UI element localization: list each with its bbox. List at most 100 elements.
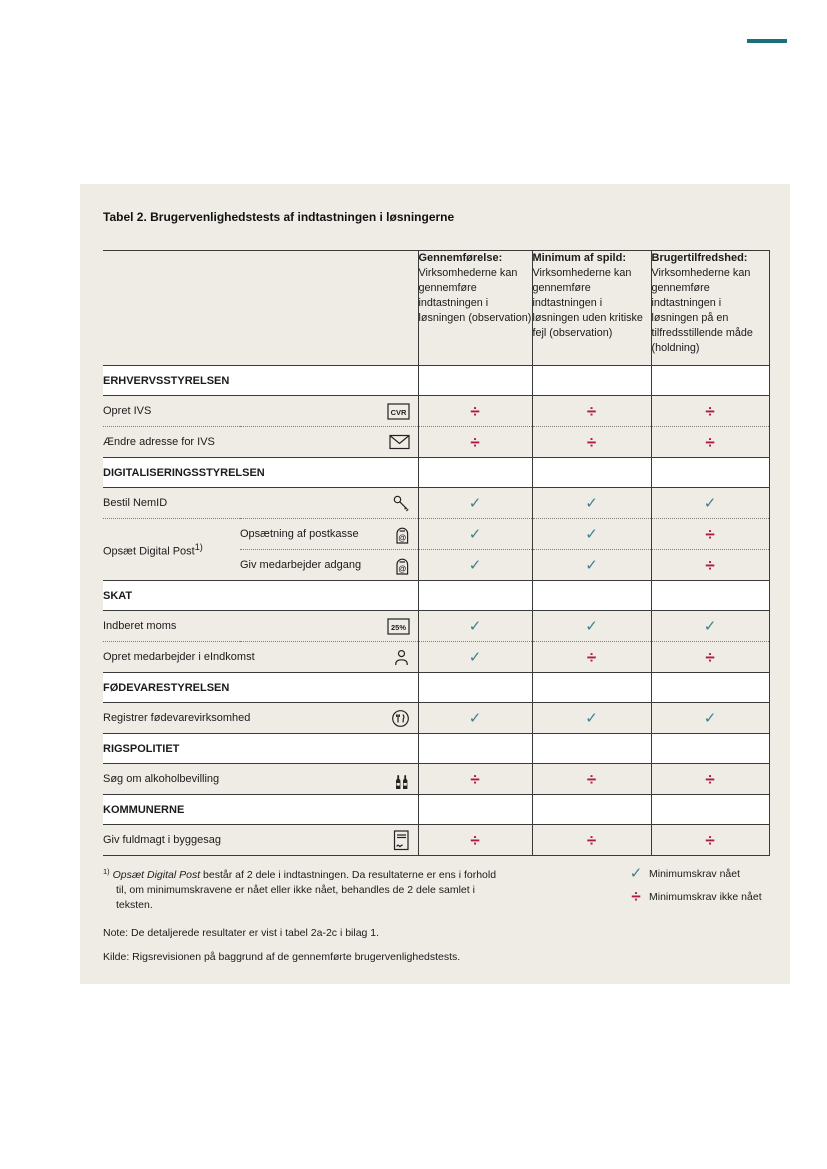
section-header: KOMMUNERNE xyxy=(103,794,418,825)
check-icon: ✓ xyxy=(468,525,482,543)
check-icon: ✓ xyxy=(468,556,482,574)
result-not-met: ÷ xyxy=(417,824,532,856)
division-icon: ÷ xyxy=(470,830,480,850)
table-source: Kilde: Rigsrevisionen på baggrund af de … xyxy=(103,951,461,963)
division-icon: ÷ xyxy=(705,769,715,789)
section-row: DIGITALISERINGSSTYRELSEN xyxy=(103,457,770,488)
check-icon: ✓ xyxy=(585,525,598,543)
legend: ✓ Minimumskrav nået ÷ Minimumskrav ikke … xyxy=(626,866,762,912)
column-title: Brugertilfredshed: xyxy=(651,252,748,264)
division-icon: ÷ xyxy=(705,401,715,421)
section-header: RIGSPOLITIET xyxy=(103,733,418,764)
section-row: KOMMUNERNE xyxy=(103,794,770,825)
table-row: Bestil NemID ✓ ✓ ✓ xyxy=(103,487,770,519)
check-icon: ✓ xyxy=(468,709,482,727)
result-met: ✓ xyxy=(650,610,770,642)
result-met: ✓ xyxy=(531,702,651,734)
footnote-lead: Opsæt Digital Post xyxy=(112,869,201,881)
check-icon: ✓ xyxy=(585,494,598,512)
result-not-met: ÷ xyxy=(417,763,532,795)
section-header: ERHVERVSSTYRELSEN xyxy=(103,365,418,396)
empty-cell xyxy=(531,733,651,764)
result-not-met: ÷ xyxy=(531,641,651,673)
cvr-icon: CVR xyxy=(386,402,410,420)
result-not-met: ÷ xyxy=(531,763,651,795)
result-met: ✓ xyxy=(650,702,770,734)
result-not-met: ÷ xyxy=(417,426,532,458)
task-cell: Ændre adresse for IVS xyxy=(103,426,418,458)
empty-cell xyxy=(650,365,770,396)
division-icon: ÷ xyxy=(470,401,480,421)
table-row: Søg om alkoholbevilling ÷ ÷ ÷ xyxy=(103,763,770,795)
task-label: Ændre adresse for IVS xyxy=(103,436,215,448)
document-icon xyxy=(393,829,410,851)
division-icon: ÷ xyxy=(631,887,641,906)
check-icon: ✓ xyxy=(585,617,598,635)
task-label: Opret IVS xyxy=(103,405,152,417)
check-icon: ✓ xyxy=(703,494,717,512)
table-row: Opret IVS CVR ÷ ÷ ÷ xyxy=(103,395,770,427)
column-title: Gennemførelse: xyxy=(418,252,503,264)
page-corner-mark xyxy=(747,39,787,43)
empty-cell xyxy=(531,580,651,611)
result-not-met: ÷ xyxy=(650,549,770,581)
subtask-label: Opsætning af postkasse xyxy=(240,528,359,540)
task-cell: Giv fuldmagt i byggesag xyxy=(103,824,418,856)
table-note: Note: De detaljerede resultater er vist … xyxy=(103,927,380,939)
result-not-met: ÷ xyxy=(650,763,770,795)
result-met: ✓ xyxy=(417,518,532,550)
empty-cell xyxy=(650,457,770,488)
task-cell: Opret medarbejder i eIndkomst xyxy=(103,641,418,673)
key-icon xyxy=(392,494,410,512)
result-met: ✓ xyxy=(531,610,651,642)
result-not-met: ÷ xyxy=(650,395,770,427)
footnote-marker: 1) xyxy=(103,867,110,876)
division-icon: ÷ xyxy=(470,769,480,789)
empty-cell xyxy=(650,794,770,825)
column-header-minimum-af-spild: Minimum af spild: Virksomhederne kan gen… xyxy=(531,250,651,366)
footnote-text: består af 2 dele i indtastningen. Da res… xyxy=(116,869,497,911)
label-column-header xyxy=(103,250,418,366)
svg-text:CVR: CVR xyxy=(390,408,406,417)
column-description: Virksomhederne kan gennemføre indtastnin… xyxy=(532,267,643,339)
section-header: DIGITALISERINGSSTYRELSEN xyxy=(103,457,418,488)
result-not-met: ÷ xyxy=(650,518,770,550)
division-icon: ÷ xyxy=(705,524,715,544)
subtask-label: Giv medarbejder adgang xyxy=(240,559,362,571)
svg-text:25%: 25% xyxy=(390,623,405,632)
legend-item-not-met: ÷ Minimumskrav ikke nået xyxy=(626,887,761,906)
column-header-gennemfoerelse: Gennemførelse: Virksomhederne kan gennem… xyxy=(417,250,532,366)
bottles-icon xyxy=(393,769,410,790)
empty-cell xyxy=(531,365,651,396)
task-cell: Registrer fødevarevirksomhed xyxy=(103,702,418,734)
envelope-icon xyxy=(388,434,410,450)
empty-cell xyxy=(417,794,532,825)
division-icon: ÷ xyxy=(586,769,597,789)
legend-item-met: ✓ Minimumskrav nået xyxy=(626,866,762,881)
table-row: Opret medarbejder i eIndkomst ✓ ÷ ÷ xyxy=(103,641,770,673)
empty-cell xyxy=(417,580,532,611)
table-body: ERHVERVSSTYRELSEN Opret IVS CVR ÷ ÷ ÷ Ændre a… xyxy=(103,365,770,856)
task-cell: Søg om alkoholbevilling xyxy=(103,763,418,795)
food-icon xyxy=(391,709,410,728)
table-row: Giv medarbejder adgang @ ✓ ✓ ÷ xyxy=(103,549,770,581)
section-row: ERHVERVSSTYRELSEN xyxy=(103,365,770,396)
column-description: Virksomhederne kan gennemføre indtastnin… xyxy=(418,267,532,324)
svg-text:@: @ xyxy=(398,564,406,573)
section-row: RIGSPOLITIET xyxy=(103,733,770,764)
svg-text:@: @ xyxy=(398,533,406,542)
table-row: Opsæt Digital Post1) Opsætning af postka… xyxy=(103,518,770,581)
empty-cell xyxy=(417,457,532,488)
task-label: Søg om alkoholbevilling xyxy=(103,773,220,785)
task-label: Opsæt Digital Post1) xyxy=(103,518,240,581)
subtask-cell: Giv medarbejder adgang @ xyxy=(240,549,418,581)
check-icon: ✓ xyxy=(703,617,717,635)
result-met: ✓ xyxy=(531,518,651,550)
legend-label: Minimumskrav nået xyxy=(649,867,741,880)
table-row: Indberet moms 25% ✓ ✓ ✓ xyxy=(103,610,770,642)
result-met: ✓ xyxy=(417,702,532,734)
division-icon: ÷ xyxy=(470,432,480,452)
task-label: Opret medarbejder i eIndkomst xyxy=(103,651,255,663)
column-header-brugertilfredshed: Brugertilfredshed: Virksomhederne kan ge… xyxy=(650,250,770,366)
empty-cell xyxy=(417,672,532,703)
